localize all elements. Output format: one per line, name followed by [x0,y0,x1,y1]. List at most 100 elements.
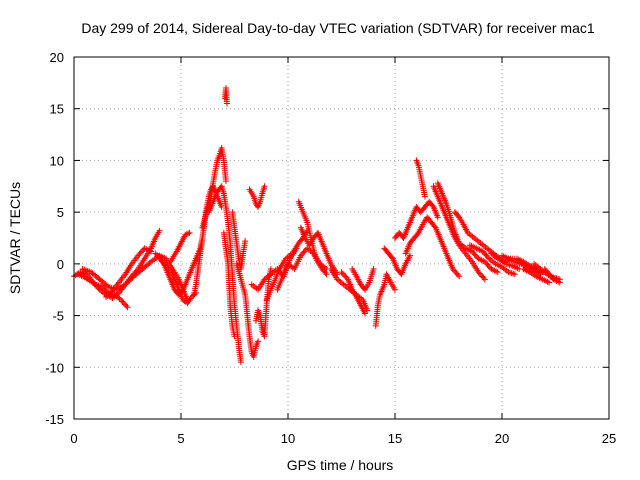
data-point [118,297,125,304]
data-point [120,299,127,306]
data-point [322,269,329,276]
data-point [476,270,483,277]
data-point [146,259,153,266]
y-tick-label: 5 [57,205,64,220]
data-point [479,248,486,255]
data-point [484,254,491,261]
data-point [546,279,553,286]
data-point [452,268,459,275]
data-point [481,276,488,283]
data-point [451,267,458,274]
data-point [128,276,135,283]
data-point [456,273,463,280]
x-tick-label: 0 [70,431,77,446]
data-point [453,270,460,277]
data-point [156,255,163,262]
data-point [556,276,563,283]
data-point [90,280,97,287]
data-point [129,274,136,281]
data-point [370,266,377,273]
data-point [237,359,244,366]
data-point [480,274,487,281]
data-point [469,248,476,255]
data-point [429,202,436,209]
data-point [483,252,490,259]
y-tick-label: -15 [45,412,64,427]
y-tick-label: 20 [50,50,64,65]
data-point [481,249,488,256]
x-tick-label: 5 [177,431,184,446]
x-tick-label: 10 [281,431,295,446]
data-point [121,301,128,308]
data-point [299,251,306,258]
data-point [126,277,133,284]
data-point [449,266,456,273]
data-point [242,238,249,245]
data-point [137,249,144,256]
data-point [123,302,130,309]
data-point [135,252,142,259]
data-point [301,248,308,255]
data-point [323,271,330,278]
y-tick-label: 10 [50,153,64,168]
data-point [421,193,428,200]
data-point [388,254,395,261]
data-point [431,223,438,230]
data-point [136,251,143,258]
data-point [300,249,307,256]
data-point [222,178,229,185]
data-point [482,251,489,258]
data-point [267,266,274,273]
x-tick-label: 15 [388,431,402,446]
data-point [343,274,350,281]
y-tick-label: 0 [57,257,64,272]
data-point [494,269,501,276]
data-point [472,252,479,259]
data-point [481,258,488,265]
data-point [511,271,518,278]
data-point [119,298,126,305]
data-point [186,229,193,236]
data-point [159,258,166,265]
data-points [71,85,563,366]
data-point [475,269,482,276]
data-point [161,261,168,268]
data-point [108,288,115,295]
data-point [454,271,461,278]
data-point [298,236,305,243]
data-point [231,333,238,340]
y-tick-label: -10 [45,360,64,375]
data-point [182,231,189,238]
data-point [148,248,155,255]
data-point [122,281,129,288]
x-axis-label: GPS time / hours [287,457,394,473]
data-point [392,286,398,293]
plot-frame [73,56,610,420]
data-point [185,230,192,237]
y-axis-ticks: -15 -10 -5 0 5 10 15 20 [45,50,609,427]
data-point [406,252,413,259]
data-point [338,269,345,276]
data-point [537,271,544,278]
data-point [339,270,346,277]
y-axis-label: SDTVAR / TECUs [7,182,23,294]
data-point [470,249,477,256]
data-point [139,248,146,255]
data-point [103,282,110,289]
data-point [434,214,441,221]
data-point [123,280,130,287]
y-tick-label: 15 [50,102,64,117]
data-point [156,227,163,234]
x-tick-label: 25 [602,431,616,446]
data-point [362,310,369,317]
x-axis-ticks: 0 5 10 15 20 25 [70,57,616,446]
chart-title: Day 299 of 2014, Sidereal Day-to-day VTE… [81,20,594,36]
data-point [341,272,348,279]
data-point [297,252,304,259]
data-point [255,338,262,345]
data-point [471,251,478,258]
data-point [479,273,486,280]
data-point [483,260,490,267]
data-point [157,257,164,264]
